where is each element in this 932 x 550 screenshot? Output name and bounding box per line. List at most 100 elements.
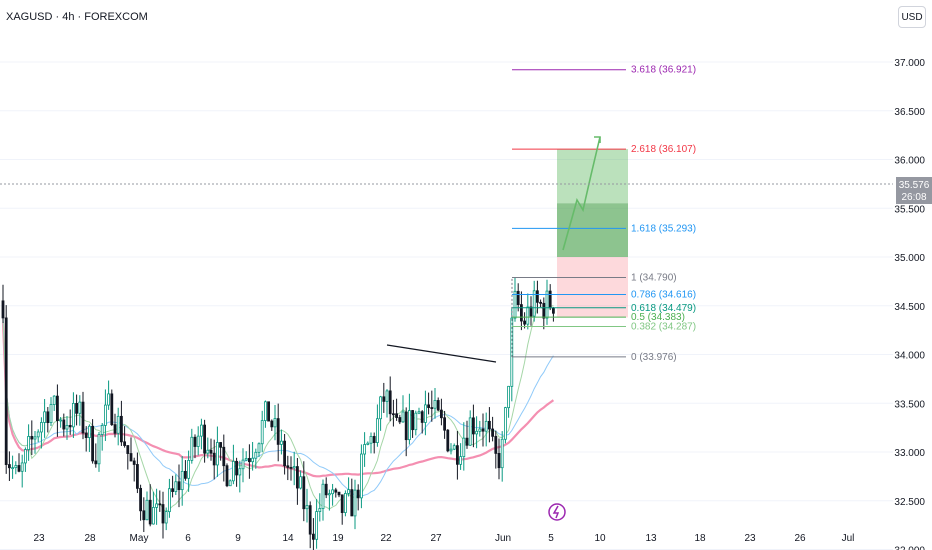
candle <box>231 444 235 485</box>
candle <box>305 488 309 523</box>
candle <box>289 456 293 481</box>
candle <box>23 447 27 472</box>
candle <box>62 413 66 437</box>
date-tick-label: 26 <box>794 533 806 544</box>
candle <box>542 297 546 330</box>
candle <box>391 399 395 427</box>
candle <box>260 410 264 453</box>
candle <box>222 434 226 482</box>
candle <box>481 413 485 447</box>
candle <box>331 483 335 506</box>
candle <box>279 429 283 455</box>
fib-level[interactable]: 3.618 (36.921) <box>512 65 696 76</box>
candle <box>427 392 431 415</box>
candle <box>324 477 328 499</box>
candle <box>56 384 59 437</box>
candle <box>238 460 242 493</box>
candle <box>545 279 549 325</box>
price-tick-label: 37.000 <box>894 58 925 69</box>
date-tick-label: 27 <box>430 533 442 544</box>
drawings[interactable] <box>386 136 601 363</box>
candle <box>414 410 418 436</box>
fib-level[interactable]: 0.618 (34.479) <box>512 303 696 314</box>
candle <box>88 424 91 452</box>
candle <box>196 426 200 456</box>
candle <box>52 395 56 411</box>
time-axis[interactable]: 23 28 May 6 9 14 19 22 27 Jun 5 10 13 18 23 26 Jul <box>33 533 854 544</box>
candle <box>225 463 229 488</box>
fib-level-label: 1.618 (35.293) <box>631 223 696 234</box>
date-tick-label: 5 <box>548 533 554 544</box>
candle <box>398 414 402 425</box>
candle <box>446 429 450 453</box>
candle <box>94 443 98 468</box>
price-tick-label: 32.500 <box>894 497 925 508</box>
candle <box>420 410 424 434</box>
candle <box>139 484 143 521</box>
candle <box>471 404 475 448</box>
candle <box>459 443 463 470</box>
fib-level[interactable]: 1 (34.790) <box>512 272 677 283</box>
projection-arrowhead <box>594 136 601 143</box>
candle <box>337 491 341 498</box>
candle <box>382 382 386 413</box>
candle <box>4 305 8 474</box>
fib-level[interactable]: 0.382 (34.287) <box>512 322 696 333</box>
candle <box>443 410 447 439</box>
candle <box>526 293 530 330</box>
candle <box>350 478 354 517</box>
candle <box>407 393 411 445</box>
candle <box>257 442 261 458</box>
candle <box>129 437 133 462</box>
price-tick-label: 35.000 <box>894 253 925 264</box>
candle <box>142 497 146 533</box>
candle <box>321 479 325 521</box>
candle <box>40 417 43 449</box>
fibonacci-extension-tool[interactable]: 3.618 (36.921) 2.618 (36.107) 1.618 (35.29… <box>511 65 696 363</box>
date-tick-label: Jun <box>495 533 511 544</box>
fib-level[interactable]: 2.618 (36.107) <box>512 144 696 155</box>
candle <box>401 395 405 423</box>
fib-level-label: 0.5 (34.383) <box>631 312 685 323</box>
candle <box>308 501 312 549</box>
date-tick-label: 10 <box>594 533 606 544</box>
price-axis[interactable]: 37.000 36.500 36.000 35.500 35.000 34.500 34.0… <box>894 58 925 550</box>
candle <box>7 451 11 481</box>
candle <box>110 389 114 426</box>
date-tick-label: 19 <box>332 533 344 544</box>
candle <box>100 423 104 451</box>
candle <box>113 413 117 438</box>
candle <box>263 400 267 428</box>
candle <box>539 299 542 307</box>
candle <box>292 451 296 486</box>
price-tick-label: 34.000 <box>894 351 925 362</box>
candle <box>46 407 50 433</box>
projection-path[interactable] <box>562 136 601 251</box>
candle <box>411 409 415 438</box>
candle <box>366 441 370 446</box>
candle <box>439 398 443 426</box>
trendline-resistance[interactable] <box>386 344 497 363</box>
date-tick-label: 22 <box>380 533 392 544</box>
candle <box>107 380 110 410</box>
target-zone-filled <box>557 203 628 257</box>
candle <box>81 391 85 440</box>
candle <box>219 442 223 461</box>
currency-button[interactable]: USD <box>898 6 926 28</box>
fib-level[interactable]: 0 (33.976) <box>512 352 677 363</box>
candle <box>484 412 488 447</box>
stop-zone[interactable] <box>557 257 628 318</box>
date-tick-label: 23 <box>744 533 756 544</box>
candle <box>209 438 213 461</box>
fib-level[interactable]: 0.5 (34.383) <box>512 312 685 323</box>
candle <box>135 452 139 494</box>
candle <box>465 420 469 449</box>
earnings-event-icon[interactable] <box>548 503 566 521</box>
candle <box>299 470 303 490</box>
fib-level[interactable]: 0.786 (34.616) <box>512 289 696 300</box>
candle <box>302 461 306 522</box>
candle <box>174 474 178 496</box>
candle <box>379 395 383 431</box>
candle <box>552 306 555 322</box>
